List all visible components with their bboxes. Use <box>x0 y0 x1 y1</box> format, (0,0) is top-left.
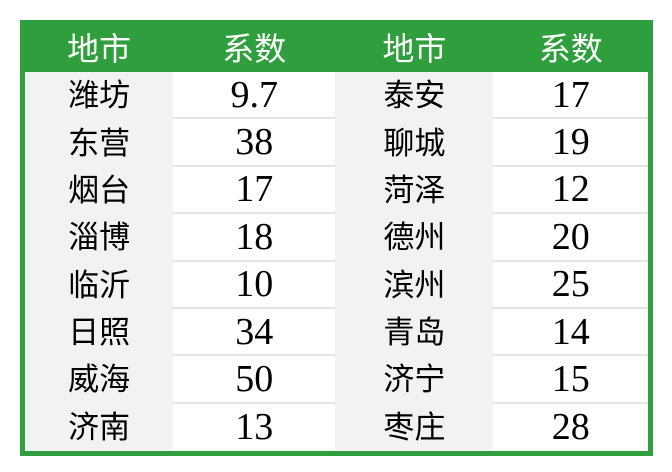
city-cell: 菏泽 <box>335 166 494 215</box>
header-cell-coefficient-left: 系数 <box>222 30 287 67</box>
value-cell: 10 <box>173 261 336 309</box>
table-row: 东营 38 聊城 19 <box>25 119 648 167</box>
table-header-row: 地市 系数 地市 系数 <box>25 25 648 72</box>
table-row: 烟台 17 菏泽 12 <box>25 166 648 215</box>
value-cell: 17 <box>173 166 336 215</box>
value-cell: 28 <box>493 403 648 451</box>
city-cell: 济宁 <box>335 356 494 404</box>
city-cell: 泰安 <box>335 72 494 120</box>
value-cell: 34 <box>173 308 336 357</box>
table-row: 淄博 18 德州 20 <box>25 214 648 262</box>
coefficient-table: 地市 系数 地市 系数 潍坊 9.7 泰安 17 东营 38 聊城 19 烟台 … <box>20 20 653 456</box>
city-cell: 聊城 <box>335 119 494 167</box>
city-cell: 潍坊 <box>25 72 174 120</box>
city-cell: 德州 <box>335 214 494 262</box>
value-cell: 19 <box>493 119 648 167</box>
table-body: 潍坊 9.7 泰安 17 东营 38 聊城 19 烟台 17 菏泽 12 淄博 … <box>25 72 648 451</box>
city-cell: 东营 <box>25 119 174 167</box>
value-cell: 20 <box>493 214 648 262</box>
city-cell: 淄博 <box>25 214 174 262</box>
value-cell: 13 <box>173 403 336 451</box>
value-cell: 25 <box>493 261 648 309</box>
value-cell: 17 <box>493 72 648 120</box>
header-cell-city-right: 地市 <box>382 30 447 67</box>
header-cell-city-left: 地市 <box>67 30 132 67</box>
value-cell: 14 <box>493 308 648 357</box>
city-cell: 枣庄 <box>335 403 494 451</box>
value-cell: 38 <box>173 119 336 167</box>
table-row: 威海 50 济宁 15 <box>25 356 648 404</box>
city-cell: 威海 <box>25 356 174 404</box>
table-row: 潍坊 9.7 泰安 17 <box>25 72 648 120</box>
city-cell: 烟台 <box>25 166 174 215</box>
table-row: 临沂 10 滨州 25 <box>25 261 648 309</box>
city-cell: 临沂 <box>25 261 174 309</box>
value-cell: 50 <box>173 356 336 404</box>
value-cell: 15 <box>493 356 648 404</box>
city-cell: 青岛 <box>335 308 494 357</box>
header-cell-coefficient-right: 系数 <box>538 30 603 67</box>
city-cell: 日照 <box>25 308 174 357</box>
value-cell: 12 <box>493 166 648 215</box>
city-cell: 济南 <box>25 403 174 451</box>
value-cell: 18 <box>173 214 336 262</box>
value-cell: 9.7 <box>173 72 336 120</box>
table-row: 济南 13 枣庄 28 <box>25 403 648 451</box>
table-row: 日照 34 青岛 14 <box>25 308 648 357</box>
city-cell: 滨州 <box>335 261 494 309</box>
